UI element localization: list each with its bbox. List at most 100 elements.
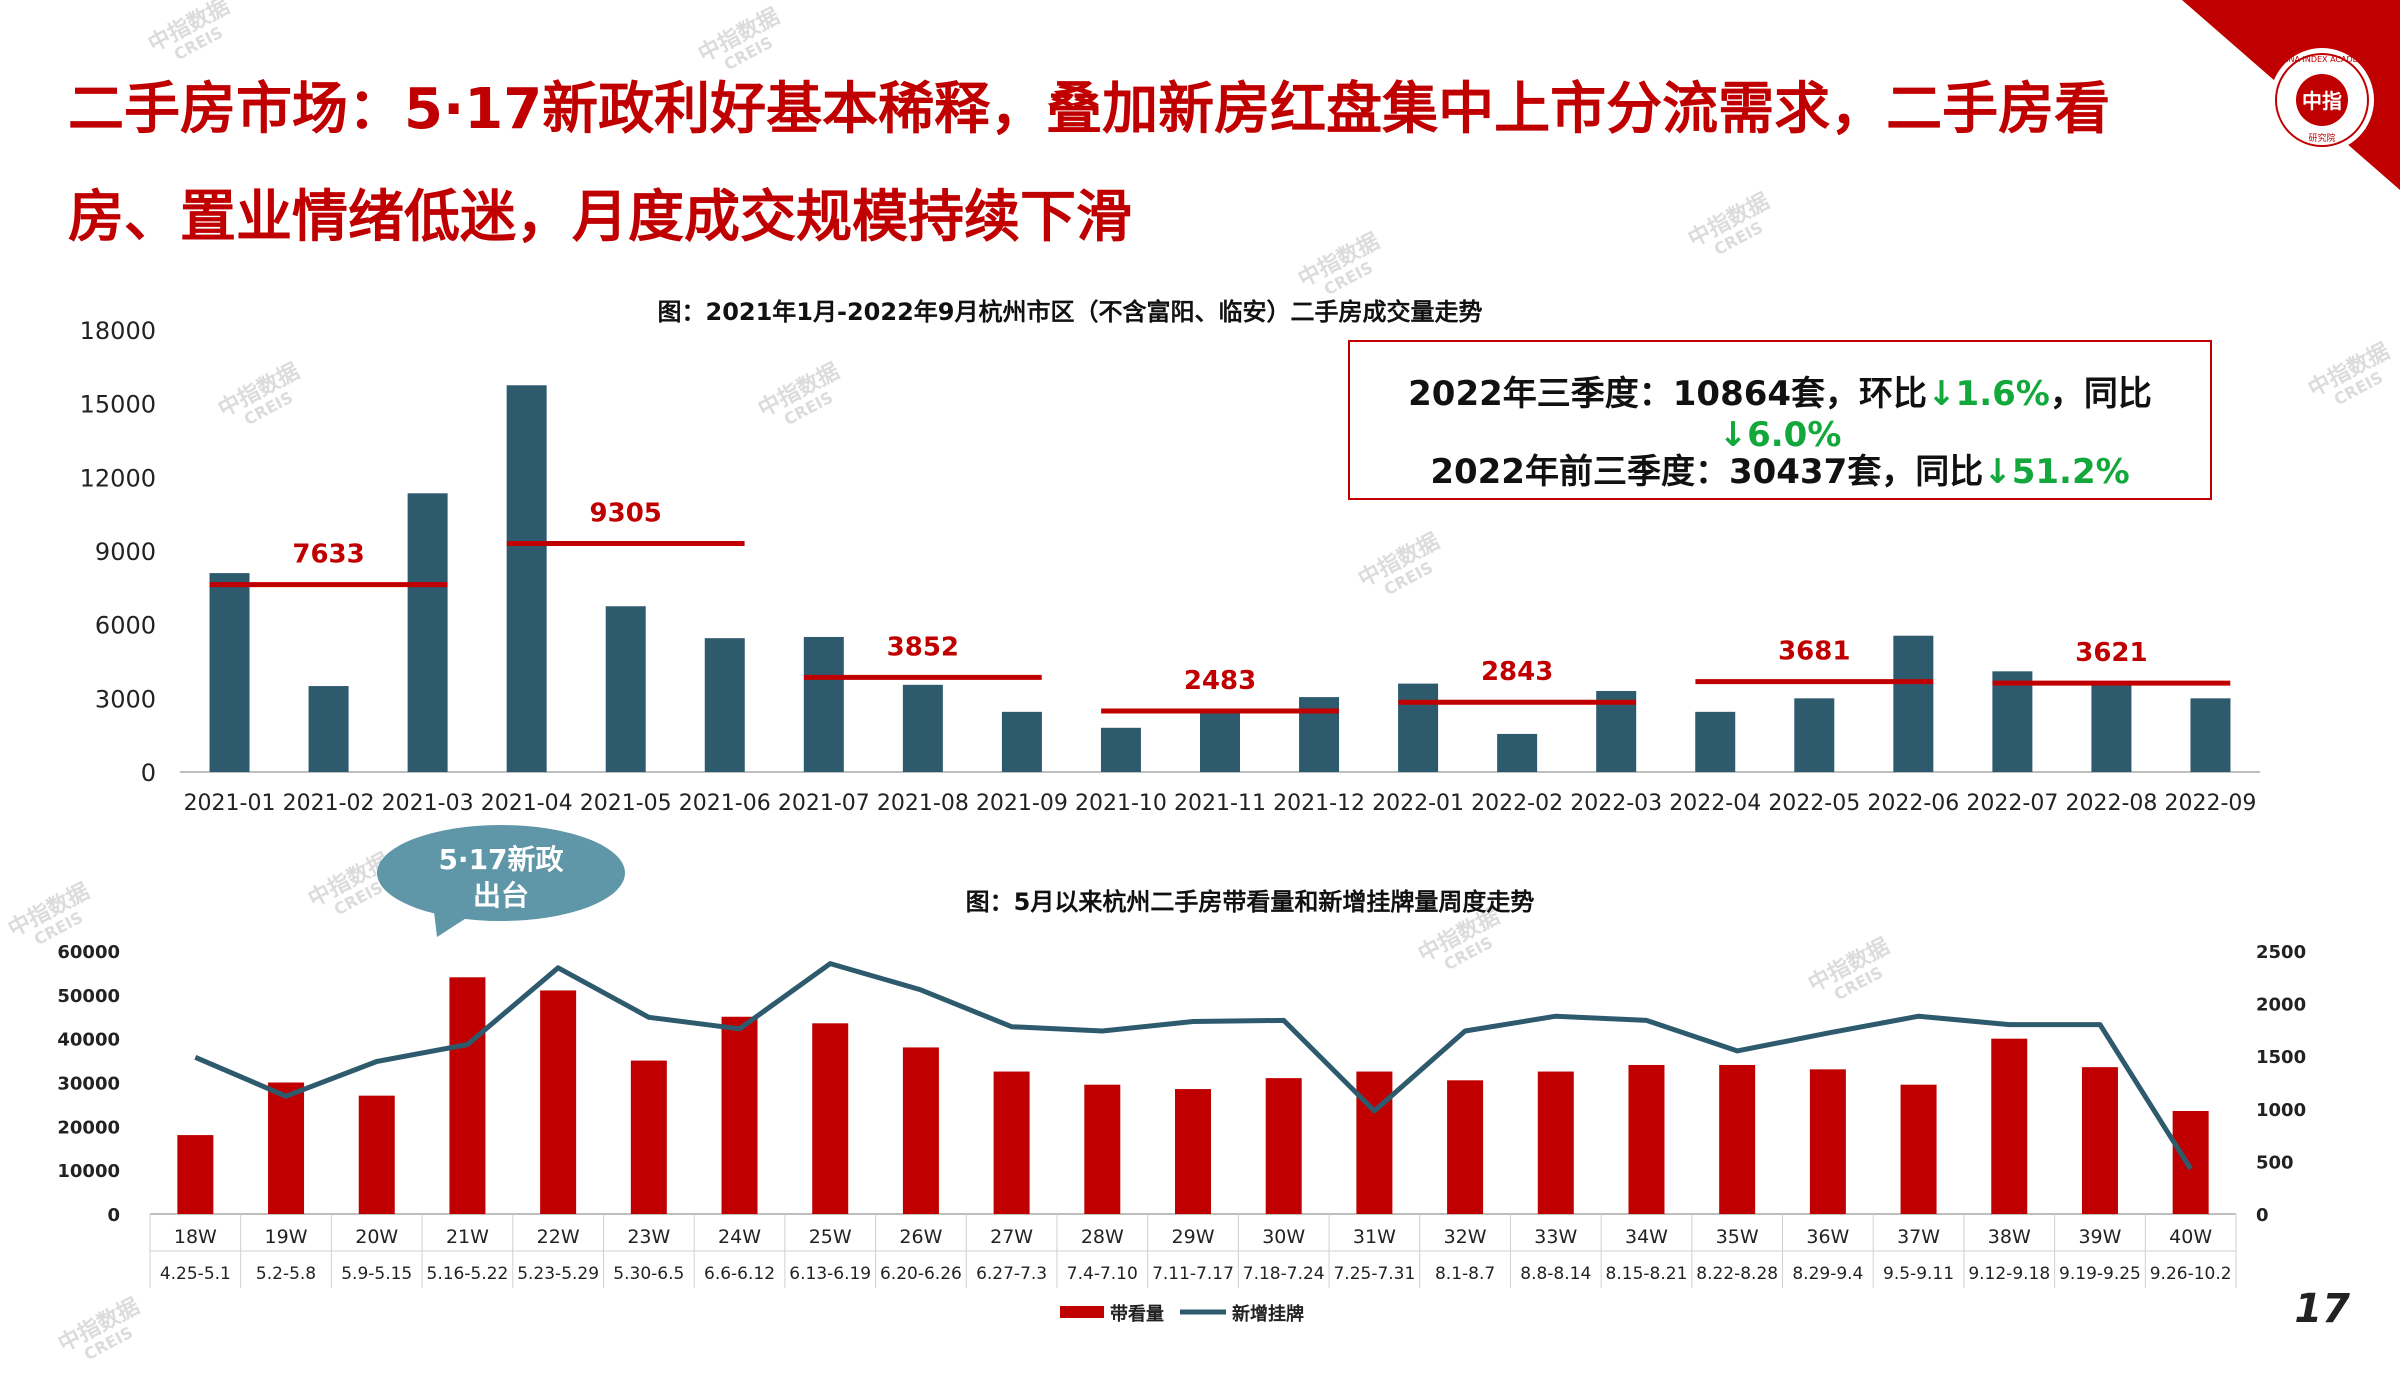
right-y-tick-label: 1500 — [2256, 1047, 2306, 1068]
bar-2021-11 — [1200, 711, 1240, 772]
week-label: 27W — [990, 1226, 1033, 1248]
week-label: 20W — [355, 1226, 398, 1248]
x-tick-label: 2022-05 — [1768, 791, 1860, 816]
x-tick-label: 2021-01 — [184, 791, 276, 816]
viewing-bar-27W — [993, 1071, 1030, 1214]
viewing-bar-39W — [2081, 1067, 2118, 1214]
page-number: 17 — [2294, 1286, 2350, 1332]
x-tick-label: 2021-03 — [382, 791, 474, 816]
week-label: 36W — [1806, 1226, 1849, 1248]
week-label: 28W — [1081, 1226, 1124, 1248]
x-tick-label: 2021-09 — [976, 791, 1068, 816]
viewing-bar-21W — [449, 977, 486, 1214]
quarter-average-label: 3621 — [2075, 638, 2147, 668]
new-listings-line — [194, 961, 2193, 1171]
quarter-average-label: 2843 — [1481, 657, 1553, 687]
date-range-label: 8.29-9.4 — [1792, 1264, 1863, 1284]
x-tick-label: 2022-08 — [2065, 791, 2157, 816]
x-tick-label: 2021-11 — [1174, 791, 1266, 816]
date-range-label: 8.15-8.21 — [1606, 1264, 1688, 1284]
date-range-label: 9.12-9.18 — [1968, 1264, 2050, 1284]
bar-2022-05 — [1794, 698, 1835, 772]
week-label: 30W — [1262, 1226, 1305, 1248]
week-label: 40W — [2169, 1226, 2212, 1248]
bar-2022-02 — [1497, 733, 1538, 772]
slide-title: 二手房市场：5·17新政利好基本稀释，叠加新房红盘集中上市分流需求，二手房看房、… — [68, 77, 2111, 250]
week-label: 37W — [1897, 1226, 1940, 1248]
date-range-label: 6.6-6.12 — [704, 1264, 775, 1284]
policy-callout-text: 5·17新政 出台 — [438, 843, 564, 912]
viewing-bar-29W — [1175, 1089, 1211, 1214]
date-range-label: 5.16-5.22 — [427, 1264, 509, 1284]
right-y-tick-label: 0 — [2256, 1205, 2269, 1226]
bar-2021-04 — [506, 385, 547, 772]
week-label: 23W — [627, 1226, 670, 1248]
q3-qoq-value: ↓1.6% — [1927, 374, 2050, 414]
q3-yoy-value: ↓6.0% — [1718, 415, 1842, 455]
viewing-bar-23W — [630, 1060, 667, 1214]
week-label: 19W — [265, 1226, 308, 1248]
viewing-bar-25W — [812, 1023, 849, 1214]
x-tick-label: 2022-04 — [1669, 791, 1761, 816]
legend-line-label: 新增挂牌 — [1232, 1303, 1304, 1325]
x-tick-label: 2022-09 — [2165, 791, 2257, 816]
viewing-bar-32W — [1447, 1080, 1484, 1214]
date-range-label: 5.9-5.15 — [341, 1264, 412, 1284]
quarter-average-label: 3852 — [887, 632, 959, 662]
viewing-bar-38W — [1991, 1038, 2028, 1214]
x-tick-label: 2022-07 — [1966, 791, 2058, 816]
left-y-tick-label: 30000 — [57, 1074, 120, 1095]
date-range-label: 9.19-9.25 — [2059, 1264, 2141, 1284]
week-label: 25W — [809, 1226, 852, 1248]
viewing-bar-31W — [1356, 1071, 1393, 1214]
left-y-tick-label: 0 — [107, 1205, 120, 1226]
date-range-label: 9.5-9.11 — [1883, 1264, 1954, 1284]
week-label: 38W — [1988, 1226, 2031, 1248]
quarter-average-label: 9305 — [590, 499, 662, 529]
monthly-transactions-chart: 0 3000 6000 9000 12000 15000 18000 2021-01 2021-… — [80, 317, 2260, 816]
y-tick-label: 15000 — [80, 391, 156, 419]
bar-2021-05 — [605, 606, 646, 772]
date-range-label: 7.25-7.31 — [1333, 1264, 1415, 1284]
x-tick-label: 2021-12 — [1273, 791, 1365, 816]
x-tick-label: 2021-06 — [679, 791, 771, 816]
ytd-yoy-value: ↓51.2% — [1983, 452, 2130, 492]
summary-box: 2022年三季度：10864套，环比↓1.6%，同比↓6.0% 2022年前三季… — [1348, 340, 2212, 500]
x-tick-label: 2022-02 — [1471, 791, 1563, 816]
bar-2021-08 — [902, 684, 943, 772]
x-tick-label: 2021-02 — [283, 791, 375, 816]
left-y-tick-label: 10000 — [57, 1161, 120, 1182]
week-label: 29W — [1172, 1226, 1215, 1248]
date-range-label: 8.8-8.14 — [1520, 1264, 1591, 1284]
week-label: 21W — [446, 1226, 489, 1248]
date-range-label: 8.22-8.28 — [1696, 1264, 1778, 1284]
bar-2021-06 — [704, 638, 745, 772]
viewing-bar-24W — [721, 1016, 758, 1214]
date-range-label: 5.2-5.8 — [256, 1264, 316, 1284]
date-range-label: 9.26-10.2 — [2150, 1264, 2232, 1284]
quarter-average-label: 7633 — [292, 540, 364, 570]
week-label: 39W — [2078, 1226, 2121, 1248]
bar-2021-10 — [1100, 727, 1141, 772]
bar-2022-09 — [2190, 698, 2231, 772]
x-tick-label: 2022-06 — [1867, 791, 1959, 816]
x-tick-label: 2021-07 — [778, 791, 870, 816]
bar-2021-02 — [308, 686, 349, 772]
bar-2022-01 — [1398, 683, 1439, 772]
week-label: 31W — [1353, 1226, 1396, 1248]
date-range-label: 7.11-7.17 — [1152, 1264, 1234, 1284]
week-label: 34W — [1625, 1226, 1668, 1248]
viewing-bar-30W — [1265, 1078, 1302, 1214]
y-tick-label: 12000 — [80, 464, 156, 492]
viewing-bar-20W — [358, 1095, 395, 1214]
bar-2021-01 — [209, 573, 250, 772]
date-range-label: 5.23-5.29 — [517, 1264, 599, 1284]
week-label: 26W — [899, 1226, 942, 1248]
viewing-bar-26W — [902, 1047, 939, 1214]
week-label: 24W — [718, 1226, 761, 1248]
summary-line-ytd: 2022年前三季度：30437套，同比↓51.2% — [1430, 452, 2130, 492]
date-range-label: 6.13-6.19 — [789, 1264, 871, 1284]
x-tick-label: 2021-04 — [481, 791, 573, 816]
x-tick-label: 2022-01 — [1372, 791, 1464, 816]
chart1-title: 图：2021年1月-2022年9月杭州市区（不含富阳、临安）二手房成交量走势 — [657, 298, 1483, 326]
